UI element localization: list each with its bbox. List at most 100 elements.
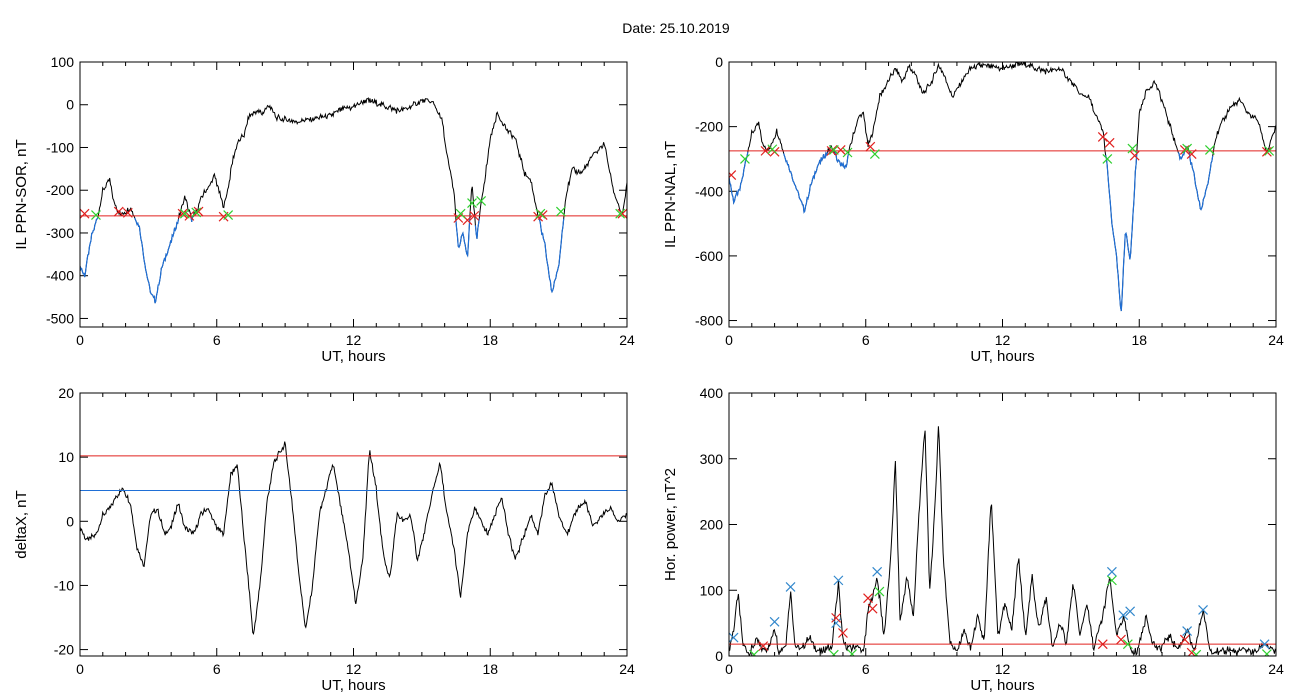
- green-x-marker: [455, 208, 466, 219]
- y-tick-label: 10: [58, 449, 74, 465]
- green-x-marker: [1106, 575, 1117, 586]
- blue-x-marker: [1182, 626, 1193, 636]
- y-tick-label: 100: [51, 54, 75, 70]
- x-tick-label: 24: [619, 661, 635, 677]
- red-x-marker: [113, 206, 124, 217]
- red-x-marker: [80, 208, 90, 219]
- green-x-marker: [476, 195, 487, 206]
- y-tick-label: 300: [700, 451, 724, 467]
- green-x-marker: [842, 147, 853, 158]
- plot-frame: [728, 61, 1277, 328]
- figure-title: Date: 25.10.2019: [622, 20, 730, 36]
- y-tick-label: -800: [695, 313, 723, 329]
- x-tick-label: 6: [213, 332, 221, 348]
- red-x-marker: [826, 145, 837, 156]
- y-axis-label: Hor. power, nT^2: [662, 468, 679, 581]
- green-x-marker: [847, 649, 857, 656]
- green-x-marker: [869, 149, 880, 160]
- x-tick-label: 18: [1131, 661, 1147, 677]
- blue-x-marker: [1106, 566, 1117, 577]
- y-tick-label: -600: [695, 248, 723, 264]
- y-axis-label: IL PPN-SOR, nT: [13, 139, 30, 249]
- red-x-marker: [1129, 150, 1140, 161]
- green-x-marker: [555, 206, 566, 217]
- red-x-marker: [758, 641, 769, 652]
- y-tick-label: 0: [66, 97, 74, 113]
- red-x-marker: [1186, 149, 1197, 160]
- y-tick-label: -400: [46, 268, 74, 284]
- y-tick-label: -400: [695, 183, 723, 199]
- y-axis-label: deltaX, nT: [13, 490, 30, 558]
- green-x-marker: [749, 649, 759, 656]
- red-x-marker: [867, 603, 878, 614]
- x-tick-label: 0: [76, 661, 84, 677]
- blue-x-marker: [769, 616, 780, 627]
- blue-x-marker: [1125, 606, 1136, 617]
- red-x-marker: [193, 206, 204, 217]
- y-tick-label: 0: [66, 513, 74, 529]
- blue-x-marker: [833, 575, 844, 586]
- y-tick-label: 20: [58, 385, 74, 401]
- x-tick-label: 6: [862, 661, 870, 677]
- y-tick-label: -100: [46, 139, 74, 155]
- y-tick-label: 200: [700, 517, 724, 533]
- plot-area-deltax: [80, 441, 627, 636]
- green-x-marker: [828, 144, 839, 155]
- red-x-marker: [838, 628, 848, 638]
- green-x-marker: [179, 208, 190, 219]
- green-x-marker: [1102, 154, 1113, 164]
- x-axis-label: UT, hours: [970, 348, 1034, 365]
- green-x-marker: [1182, 143, 1193, 154]
- y-axis-label: IL PPN-NAL, nT: [662, 141, 679, 248]
- blue-x-marker: [1259, 639, 1270, 650]
- x-tick-label: 12: [346, 661, 362, 677]
- x-axis-label: UT, hours: [970, 677, 1034, 694]
- green-x-marker: [767, 144, 778, 155]
- y-tick-label: 400: [700, 385, 724, 401]
- green-x-marker: [874, 586, 885, 597]
- red-x-marker: [831, 612, 842, 623]
- x-axis-label: UT, hours: [321, 348, 385, 365]
- y-tick-label: -200: [695, 119, 723, 135]
- y-tick-label: -10: [54, 577, 74, 593]
- red-x-marker: [1179, 144, 1190, 155]
- x-tick-label: 18: [482, 661, 498, 677]
- y-tick-label: 0: [715, 54, 723, 70]
- red-x-marker: [865, 141, 876, 152]
- red-x-marker: [1116, 634, 1126, 645]
- x-tick-label: 24: [619, 332, 635, 348]
- panel-sor: 0 6 12 18 24 100 0 -100 -200 -300 -400 -500 UT, hour…: [13, 54, 635, 365]
- series-line: [80, 441, 627, 636]
- x-tick-label: 6: [213, 661, 221, 677]
- blue-x-marker: [831, 618, 842, 629]
- x-tick-label: 0: [76, 332, 84, 348]
- x-tick-label: 24: [1268, 332, 1284, 348]
- blue-x-marker: [729, 632, 739, 643]
- plot-frame: [79, 392, 628, 657]
- series-line: [80, 97, 627, 304]
- panel-nal: 0 6 12 18 24 0 -200 -400 -600 -800 UT, hours IL PPN…: [662, 54, 1284, 365]
- x-tick-label: 6: [862, 332, 870, 348]
- red-x-marker: [177, 208, 188, 219]
- green-x-marker: [1261, 649, 1272, 656]
- red-x-marker: [617, 208, 627, 219]
- x-tick-label: 0: [725, 661, 733, 677]
- y-tick-label: -200: [46, 182, 74, 198]
- green-x-marker: [1191, 649, 1202, 656]
- x-axis-label: UT, hours: [321, 677, 385, 694]
- blue-x-marker: [785, 582, 796, 592]
- green-x-marker: [1264, 145, 1275, 156]
- green-x-marker: [223, 210, 234, 220]
- panel-hpower: 0 6 12 18 24 400 300 200 100 0 UT, hours Hor. power…: [662, 385, 1284, 694]
- y-tick-label: 0: [715, 648, 723, 664]
- green-x-marker: [1122, 639, 1133, 650]
- red-x-marker: [122, 207, 133, 218]
- x-tick-label: 12: [346, 332, 362, 348]
- series-line: [729, 426, 1276, 656]
- y-tick-label: 100: [700, 582, 724, 598]
- x-tick-label: 18: [482, 332, 498, 348]
- green-x-marker: [191, 207, 202, 218]
- x-tick-label: 18: [1131, 332, 1147, 348]
- plot-frame: [728, 392, 1277, 657]
- green-x-marker: [1204, 144, 1215, 155]
